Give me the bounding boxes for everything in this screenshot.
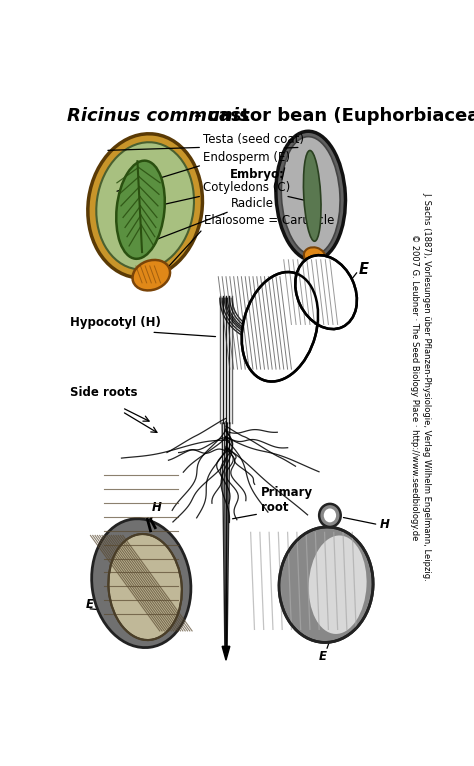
Text: Hypocotyl (H): Hypocotyl (H) — [70, 316, 161, 329]
Ellipse shape — [324, 509, 336, 522]
Text: E: E — [319, 650, 327, 663]
Text: Testa (seed coat): Testa (seed coat) — [203, 133, 304, 146]
Ellipse shape — [242, 272, 318, 381]
Ellipse shape — [304, 247, 325, 264]
Ellipse shape — [279, 527, 373, 643]
Ellipse shape — [295, 255, 357, 329]
Ellipse shape — [133, 260, 170, 290]
Text: E: E — [86, 598, 94, 611]
Text: Side roots: Side roots — [70, 386, 137, 399]
Polygon shape — [222, 647, 230, 660]
Ellipse shape — [319, 504, 341, 527]
Text: H: H — [152, 501, 162, 514]
Ellipse shape — [276, 131, 346, 260]
Ellipse shape — [96, 142, 194, 270]
Text: - castor bean (Euphorbiaceae): - castor bean (Euphorbiaceae) — [188, 107, 474, 126]
Ellipse shape — [116, 161, 165, 259]
Text: Cotyledons (C): Cotyledons (C) — [203, 182, 290, 195]
Ellipse shape — [303, 150, 321, 241]
Text: Embryo:: Embryo: — [230, 169, 285, 182]
Text: Ricinus communis: Ricinus communis — [66, 107, 249, 126]
Text: Radicle: Radicle — [231, 197, 274, 210]
Ellipse shape — [109, 534, 182, 640]
Ellipse shape — [88, 134, 202, 278]
Text: H: H — [380, 518, 390, 531]
Ellipse shape — [91, 519, 191, 647]
Text: Primary
root: Primary root — [261, 486, 313, 514]
Text: Endosperm (E): Endosperm (E) — [203, 151, 290, 163]
Text: Elaiosome = Caruncle: Elaiosome = Caruncle — [204, 214, 334, 228]
Text: C: C — [180, 592, 188, 605]
Text: J. Sachs (1887), Vorlesungen über Pflanzen-Physiologie, Verlag Wilhelm Engelmann: J. Sachs (1887), Vorlesungen über Pflanz… — [410, 192, 431, 581]
Ellipse shape — [309, 535, 366, 634]
Ellipse shape — [281, 136, 340, 255]
Text: E: E — [358, 261, 368, 277]
